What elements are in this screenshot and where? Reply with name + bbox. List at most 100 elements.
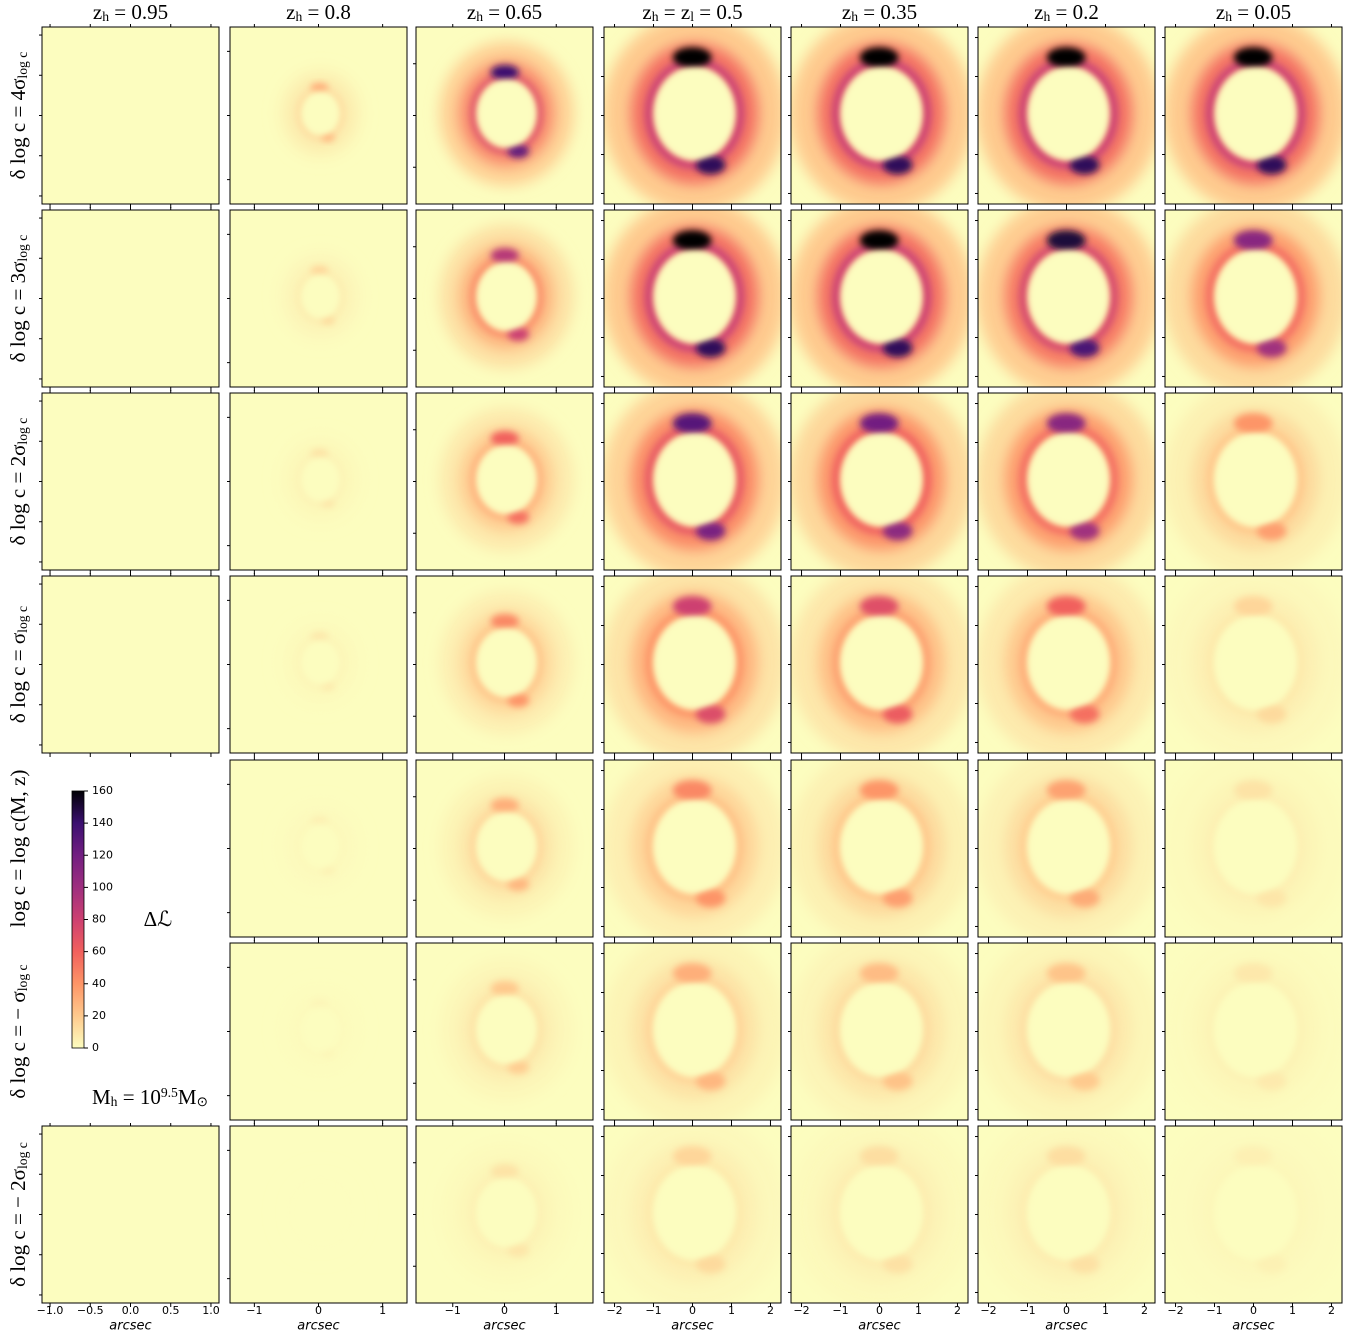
center — [1029, 617, 1108, 708]
x-tick-label: 0 — [689, 1304, 696, 1317]
hot-spot — [695, 155, 726, 175]
center — [1029, 984, 1108, 1075]
column-title-part: = 0.8 — [302, 0, 351, 24]
panel — [975, 207, 1156, 391]
panel — [227, 757, 408, 941]
row-label: δ log c = − σlog c — [6, 964, 30, 1098]
halo — [439, 774, 574, 919]
hot-spot — [672, 230, 712, 251]
halo — [278, 800, 363, 893]
panel — [788, 1123, 969, 1307]
hot-spot — [1046, 596, 1086, 617]
row-label: δ log c = σlog c — [6, 606, 30, 723]
center — [1216, 434, 1295, 525]
halo — [791, 943, 968, 1120]
hot-spot — [672, 780, 712, 801]
center — [302, 1008, 339, 1051]
colorbar-label: Δℒ — [144, 907, 173, 931]
x-axis-label: arcsec — [1045, 1319, 1087, 1334]
hot-spot — [310, 82, 329, 93]
halo — [978, 760, 1155, 937]
panel-image — [439, 957, 574, 1102]
panel — [975, 757, 1156, 941]
column-title-part: z — [93, 0, 102, 24]
center — [477, 996, 536, 1063]
hot-spot — [882, 338, 913, 358]
panel — [788, 24, 969, 208]
column-title-part: h — [1043, 9, 1050, 24]
x-tick-label: −2 — [980, 1304, 996, 1317]
hot-spot — [859, 1146, 899, 1167]
x-tick-label: 0.5 — [162, 1304, 180, 1317]
panel-image — [604, 576, 781, 753]
row-label-part: δ log c = σ — [6, 633, 30, 723]
panel — [227, 24, 408, 208]
hot-spot — [1069, 1254, 1100, 1274]
panel — [601, 1123, 782, 1307]
hot-spot — [1233, 780, 1273, 801]
hot-spot — [490, 431, 519, 446]
center — [477, 446, 536, 513]
hot-spot — [310, 1181, 329, 1192]
row-label-part: δ log c = 4σ — [6, 79, 30, 180]
x-tick-label: −2 — [1167, 1304, 1183, 1317]
hot-spot — [321, 316, 335, 325]
hot-spot — [1069, 704, 1100, 724]
center — [302, 1191, 339, 1234]
x-tick-label: 1 — [1102, 1304, 1109, 1317]
center — [1216, 801, 1295, 892]
colorbar-tick-label: 80 — [92, 913, 106, 926]
panel — [413, 24, 594, 208]
panel-image — [278, 433, 363, 526]
column-title-part: z — [1034, 0, 1043, 24]
column-title-part: h — [851, 9, 858, 24]
hot-spot — [1256, 155, 1287, 175]
panel — [227, 207, 408, 391]
panel — [788, 940, 969, 1124]
panel-image — [439, 590, 574, 735]
halo — [1165, 760, 1342, 937]
hot-spot — [507, 510, 530, 524]
panel-image — [1165, 27, 1342, 204]
center — [302, 458, 339, 501]
colorbar-tick-label: 40 — [92, 977, 106, 990]
halo — [439, 224, 574, 369]
x-axis-label: arcsec — [109, 1319, 151, 1334]
panel — [601, 940, 782, 1124]
hot-spot — [882, 1071, 913, 1091]
center — [655, 251, 734, 342]
panel-image — [791, 393, 968, 570]
x-tick-label: 1 — [379, 1304, 386, 1317]
hot-spot — [882, 888, 913, 908]
x-axis-label: arcsec — [671, 1319, 713, 1334]
center — [655, 801, 734, 892]
center — [1216, 1167, 1295, 1258]
halo — [791, 210, 968, 387]
hot-spot — [321, 1232, 335, 1241]
center — [842, 251, 921, 342]
hot-spot — [1046, 47, 1086, 68]
halo — [604, 1126, 781, 1303]
halo — [1165, 210, 1342, 387]
halo — [604, 393, 781, 570]
x-axis-label: arcsec — [297, 1319, 339, 1334]
halo — [604, 943, 781, 1120]
hot-spot — [859, 230, 899, 251]
panel — [1162, 940, 1343, 1124]
panel — [975, 24, 1156, 208]
panel — [601, 757, 782, 941]
center — [477, 80, 536, 147]
hot-spot — [1256, 1071, 1287, 1091]
panel-image — [791, 943, 968, 1120]
halo — [439, 41, 574, 186]
panel-image — [604, 1126, 781, 1303]
column-title: zh = 0.05 — [1216, 0, 1291, 24]
halo — [278, 983, 363, 1076]
center — [477, 629, 536, 696]
halo — [791, 576, 968, 753]
panel — [39, 390, 220, 574]
x-tick-label: −1 — [645, 1304, 661, 1317]
hot-spot — [1046, 230, 1086, 251]
hot-spot — [859, 780, 899, 801]
hot-spot — [507, 144, 530, 158]
